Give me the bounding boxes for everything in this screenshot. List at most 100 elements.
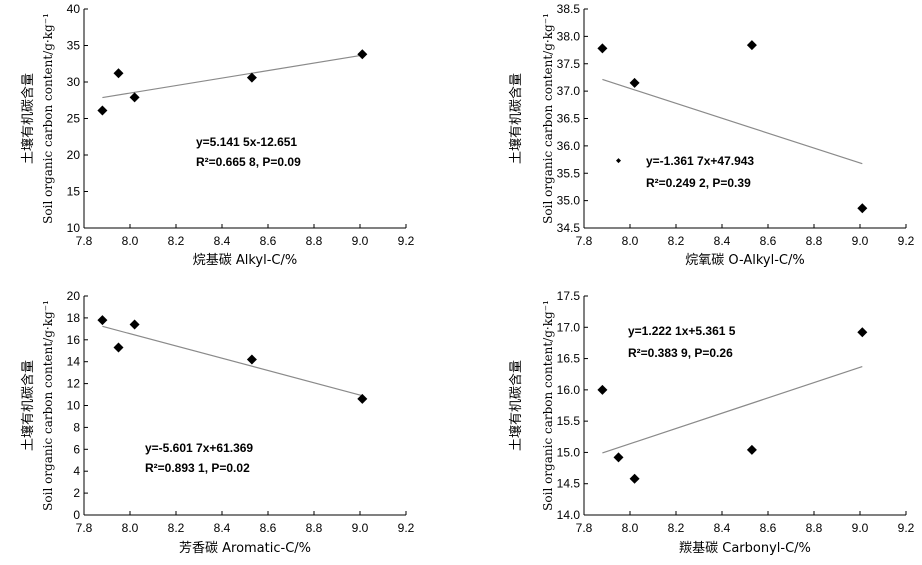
y-tick-label: 8	[73, 420, 80, 434]
x-tick-label: 9.0	[352, 521, 369, 535]
data-point	[629, 473, 640, 484]
y-tick-label: 35.0	[557, 194, 581, 208]
y-tick-label: 10	[67, 221, 81, 235]
data-point	[597, 43, 608, 54]
data-point	[629, 77, 640, 88]
x-tick-label: 9.0	[352, 234, 369, 248]
data-point	[616, 158, 621, 164]
trend-line	[102, 325, 363, 397]
x-tick-label: 8.8	[306, 521, 323, 535]
chart-panel-1: 7.8 8.0 8.2 8.4 8.6 8.8 9.0 9.2 10 15 20 25 30 35 40 y=…	[20, 2, 415, 268]
y-tick-label: 16.0	[557, 383, 581, 397]
data-point	[129, 92, 140, 103]
x-tick-label: 8.8	[806, 521, 823, 535]
x-tick-label: 8.0	[622, 234, 639, 248]
data-point	[97, 315, 108, 326]
y-tick-label: 35	[67, 39, 81, 53]
data-point	[857, 327, 868, 338]
y-axis-label-en: Soil organic carbon content/g·kg⁻¹	[541, 13, 555, 224]
y-tick-label: 12	[67, 377, 81, 391]
x-tick-label: 7.8	[576, 234, 593, 248]
data-point	[597, 384, 608, 395]
y-tick-label: 10	[67, 399, 81, 413]
data-point	[129, 319, 140, 330]
regression-equation: y=-5.601 7x+61.369	[145, 441, 253, 455]
y-tick-label: 17.0	[557, 320, 581, 334]
y-tick-label: 36.0	[557, 139, 581, 153]
x-tick-label: 8.2	[168, 234, 185, 248]
x-tick-label: 8.0	[122, 521, 139, 535]
y-tick-label: 16	[67, 333, 81, 347]
data-point	[613, 452, 624, 463]
x-axis-label: 烷基碳 Alkyl-C/%	[193, 253, 298, 268]
x-tick-label: 9.2	[898, 521, 915, 535]
y-axis-label-cn: 土壤有机碳含量	[508, 73, 524, 164]
x-axis-label: 芳香碳 Aromatic-C/%	[179, 541, 311, 556]
x-tick-label: 9.2	[398, 521, 415, 535]
regression-equation: y=1.222 1x+5.361 5	[628, 324, 736, 338]
y-axis-label-cn: 土壤有机碳含量	[20, 73, 36, 164]
x-tick-label: 9.0	[852, 234, 869, 248]
y-axis-label-en: Soil organic carbon content/g·kg⁻¹	[41, 300, 55, 511]
x-tick-label: 8.2	[668, 234, 685, 248]
trend-line	[102, 54, 363, 99]
y-tick-label: 40	[67, 2, 81, 16]
x-tick-label: 8.4	[214, 521, 231, 535]
x-tick-label: 8.4	[714, 234, 731, 248]
data-point	[746, 40, 757, 51]
y-tick-label: 2	[73, 486, 80, 500]
x-tick-label: 7.8	[76, 521, 93, 535]
x-tick-label: 8.0	[122, 234, 139, 248]
chart-panel-4: 7.8 8.0 8.2 8.4 8.6 8.8 9.0 9.2 14.0 14.5 15.0 15.5…	[508, 289, 915, 556]
data-point	[746, 444, 757, 455]
trend-line	[602, 365, 863, 454]
x-tick-label: 9.2	[898, 234, 915, 248]
data-point	[357, 49, 368, 60]
y-tick-label: 36.5	[557, 112, 581, 126]
y-tick-label: 14.5	[557, 477, 581, 491]
y-tick-label: 4	[73, 464, 80, 478]
x-tick-label: 7.8	[576, 521, 593, 535]
data-point	[113, 68, 124, 79]
y-axis-label-en: Soil organic carbon content/g·kg⁻¹	[541, 300, 555, 511]
y-tick-label: 14.0	[557, 508, 581, 522]
chart-panel-2: 7.8 8.0 8.2 8.4 8.6 8.8 9.0 9.2 34.5 35.0 35.5 36.0…	[508, 2, 915, 268]
y-tick-label: 15	[67, 185, 81, 199]
y-tick-label: 18	[67, 311, 81, 325]
data-point	[97, 105, 108, 116]
x-axis-label: 烷氧碳 O-Alkyl-C/%	[685, 253, 805, 268]
x-tick-label: 8.6	[260, 521, 277, 535]
x-tick-label: 8.4	[214, 234, 231, 248]
x-axis-label: 羰基碳 Carbonyl-C/%	[679, 541, 811, 556]
data-point	[857, 203, 868, 214]
chart-panel-3: 7.8 8.0 8.2 8.4 8.6 8.8 9.0 9.2 0 2 4 6 8 10 12 14 16 18 2…	[20, 289, 415, 556]
y-tick-label: 38.5	[557, 2, 581, 16]
x-tick-label: 8.6	[760, 521, 777, 535]
x-tick-label: 8.2	[668, 521, 685, 535]
y-tick-label: 15.0	[557, 445, 581, 459]
data-point	[246, 354, 257, 365]
trend-line	[602, 78, 863, 165]
r-squared-label: R²=0.383 9, P=0.26	[628, 346, 733, 360]
y-axis-label-cn: 土壤有机碳含量	[20, 360, 36, 451]
y-tick-label: 25	[67, 112, 81, 126]
r-squared-label: R²=0.249 2, P=0.39	[646, 176, 751, 190]
y-tick-label: 17.5	[557, 289, 581, 303]
y-tick-label: 38.0	[557, 29, 581, 43]
y-tick-label: 35.5	[557, 166, 581, 180]
r-squared-label: R²=0.665 8, P=0.09	[196, 155, 301, 169]
x-tick-label: 8.6	[260, 234, 277, 248]
x-tick-label: 7.8	[76, 234, 93, 248]
regression-equation: y=-1.361 7x+47.943	[646, 154, 754, 168]
y-tick-label: 6	[73, 442, 80, 456]
data-point	[113, 342, 124, 353]
y-tick-label: 37.0	[557, 84, 581, 98]
regression-equation: y=5.141 5x-12.651	[196, 135, 297, 149]
x-tick-label: 8.8	[306, 234, 323, 248]
r-squared-label: R²=0.893 1, P=0.02	[145, 461, 250, 475]
y-tick-label: 15.5	[557, 414, 581, 428]
x-tick-label: 8.6	[760, 234, 777, 248]
y-tick-label: 30	[67, 75, 81, 89]
